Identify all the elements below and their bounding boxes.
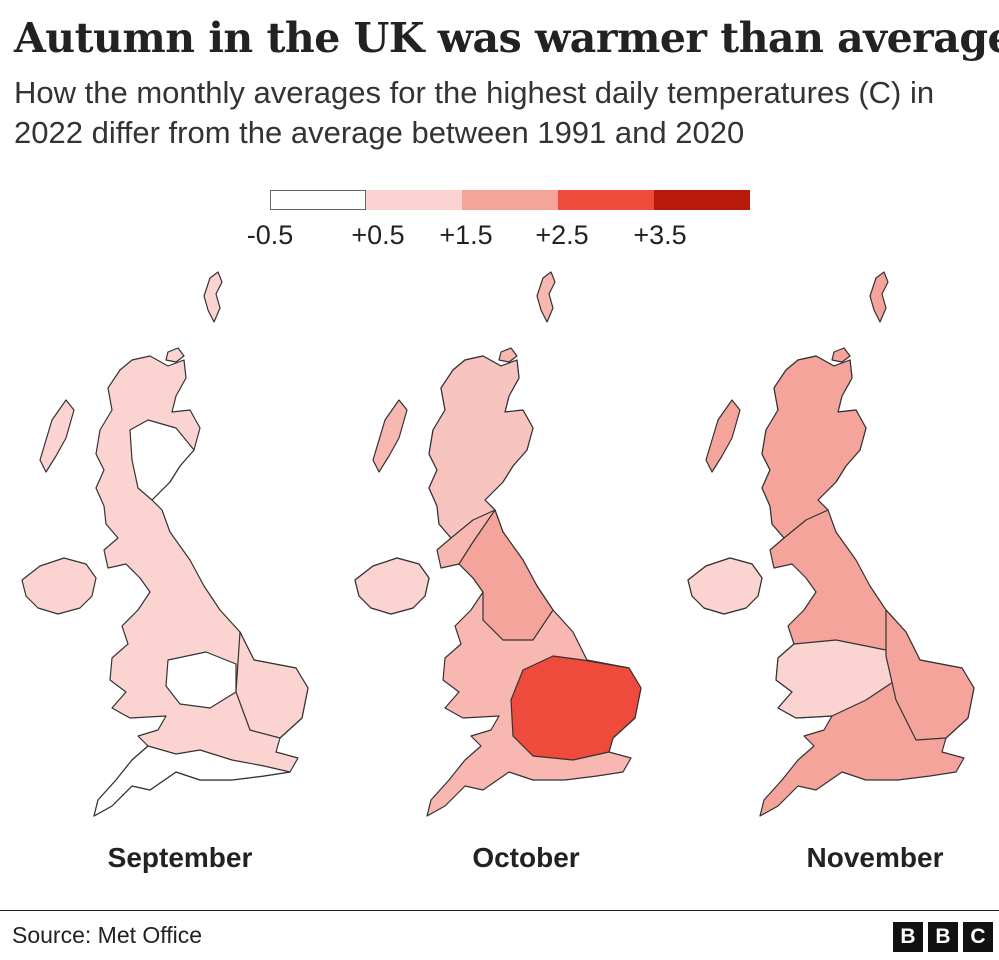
region-shape: [885, 609, 975, 741]
shetland-shape: [869, 271, 889, 323]
region-shape: [235, 631, 309, 739]
legend-label-4: +2.5: [535, 220, 589, 250]
color-legend: -0.5 +0.5 +1.5 +2.5 +3.5: [240, 188, 760, 258]
region-shape: [129, 419, 195, 501]
shetland-shape: [203, 271, 223, 323]
legend-swatch-4: [558, 190, 654, 210]
legend-swatch-1: [270, 190, 366, 210]
source-note: Source: Met Office: [12, 922, 203, 948]
map-november: [687, 271, 975, 817]
orkney-shape: [498, 347, 518, 363]
bbc-logo: B B C: [893, 922, 993, 952]
logo-block: B: [928, 922, 958, 952]
shetland-shape: [536, 271, 556, 323]
legend-swatch-3: [462, 190, 558, 210]
map-october: [354, 271, 642, 817]
map-label-november: November: [806, 842, 944, 873]
region-shape: [354, 557, 430, 615]
logo-block: B: [893, 922, 923, 952]
legend-swatch-2: [366, 190, 462, 210]
logo-block: C: [963, 922, 993, 952]
region-shape: [510, 655, 642, 761]
legend-label-5: +3.5: [633, 220, 687, 250]
map-september: [21, 271, 309, 817]
map-label-september: September: [107, 842, 253, 873]
region-shape: [428, 355, 534, 539]
map-label-october: October: [472, 842, 580, 873]
legend-label-2: +0.5: [351, 220, 405, 250]
legend-bar: [270, 190, 750, 210]
orkney-shape: [831, 347, 851, 363]
region-shape: [93, 745, 291, 817]
great-britain-shape: [93, 355, 309, 817]
maps-panel: [0, 260, 999, 840]
legend-label-3: +1.5: [439, 220, 493, 250]
chart-title: Autumn in the UK was warmer than average: [14, 14, 999, 62]
hebrides-shape: [372, 399, 408, 473]
region-shape: [687, 557, 763, 615]
region-shape: [761, 355, 867, 539]
hebrides-shape: [705, 399, 741, 473]
hebrides-shape: [39, 399, 75, 473]
legend-swatch-5: [654, 190, 750, 210]
orkney-shape: [165, 347, 185, 363]
footer-rule: [0, 910, 999, 911]
region-shape: [458, 509, 554, 641]
chart-subtitle: How the monthly averages for the highest…: [14, 75, 935, 150]
legend-label-1: -0.5: [246, 220, 294, 250]
region-shape: [775, 639, 897, 719]
northern-ireland-shape: [21, 557, 97, 615]
region-shape: [165, 651, 237, 709]
